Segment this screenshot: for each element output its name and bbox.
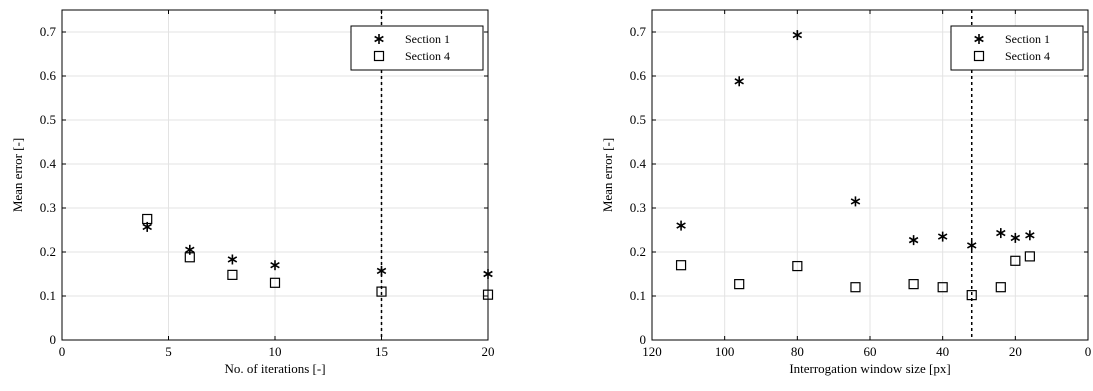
y-tick-label: 0.1	[40, 288, 56, 303]
data-point	[142, 213, 153, 225]
data-point	[966, 290, 977, 301]
legend-label: Section 1	[1005, 32, 1050, 46]
y-tick-label: 0.3	[40, 200, 56, 215]
x-tick-label: 0	[1085, 344, 1092, 359]
data-point	[227, 254, 238, 265]
legend-marker	[374, 34, 384, 44]
data-point	[966, 240, 977, 251]
y-tick-label: 0.5	[40, 112, 56, 127]
data-point	[908, 235, 919, 246]
data-point	[483, 269, 493, 279]
y-axis-label: Mean error [-]	[10, 138, 25, 212]
data-point	[850, 196, 861, 207]
x-tick-label: 10	[269, 344, 282, 359]
legend: Section 1 Section 4	[350, 25, 484, 71]
chart-1: 0 5 10 15 20 0 0.1 0.2 0.3 0.4 0.5 0.6 0.7 No. of ite…	[10, 9, 495, 376]
legend-box	[350, 25, 484, 71]
data-point	[734, 279, 745, 290]
x-tick-label: 20	[1009, 344, 1022, 359]
data-point	[937, 231, 948, 242]
x-axis-label: Interrogation window size [px]	[789, 361, 950, 376]
chart-2: 120 100 80 60 40 20 0 0 0.1 0.2 0.3 0.4 0.5 0.6 0.7 Int…	[600, 9, 1092, 376]
data-point	[850, 282, 861, 293]
y-tick-label: 0.4	[630, 156, 647, 171]
data-point	[1010, 255, 1021, 266]
data-point	[184, 252, 195, 263]
data-point	[676, 220, 686, 231]
data-point	[908, 279, 919, 290]
y-tick-label: 0	[50, 332, 57, 347]
x-tick-label: 80	[791, 344, 804, 359]
legend-marker	[974, 34, 984, 44]
x-tick-label: 0	[59, 344, 66, 359]
y-axis-label: Mean error [-]	[600, 138, 615, 212]
y-tick-label: 0.2	[40, 244, 56, 259]
legend-marker	[373, 50, 385, 62]
y-tick-label: 0.7	[40, 24, 57, 39]
data-point	[1025, 230, 1035, 241]
series-1	[142, 221, 493, 279]
y-tick-label: 0.3	[630, 200, 646, 215]
data-point	[996, 228, 1006, 239]
data-point	[792, 30, 803, 41]
data-point	[269, 277, 281, 288]
x-tick-label: 120	[642, 344, 662, 359]
series-1	[676, 30, 1035, 251]
y-tick-label: 0.4	[40, 156, 57, 171]
y-tick-label: 0.7	[630, 24, 647, 39]
y-tick-label: 0.5	[630, 112, 646, 127]
legend-label: Section 1	[405, 32, 450, 46]
x-axis-label: No. of iterations [-]	[224, 361, 325, 376]
x-tick-label: 5	[165, 344, 172, 359]
legend-label: Section 4	[1005, 49, 1050, 63]
data-point	[1010, 232, 1021, 243]
series-2	[675, 251, 1035, 301]
series-2	[142, 213, 494, 300]
legend-label: Section 4	[405, 49, 450, 63]
legend: Section 1 Section 4	[950, 25, 1084, 71]
x-tick-label: 100	[715, 344, 735, 359]
legend-marker	[973, 50, 985, 62]
legend-box	[950, 25, 1084, 71]
y-tick-label: 0.6	[630, 68, 647, 83]
data-point	[270, 260, 280, 271]
data-point	[1024, 251, 1035, 262]
y-tick-label: 0	[640, 332, 647, 347]
y-tick-label: 0.6	[40, 68, 57, 83]
data-point	[227, 269, 238, 280]
data-point	[937, 282, 948, 293]
x-tick-label: 15	[375, 344, 388, 359]
x-tick-label: 40	[936, 344, 949, 359]
data-point	[376, 265, 387, 276]
data-point	[734, 76, 744, 87]
data-point	[376, 286, 387, 297]
data-point	[995, 282, 1006, 293]
x-tick-label: 60	[864, 344, 877, 359]
y-tick-label: 0.2	[630, 244, 646, 259]
data-point	[482, 289, 494, 300]
data-point	[792, 260, 803, 272]
x-tick-label: 20	[482, 344, 495, 359]
y-tick-label: 0.1	[630, 288, 646, 303]
data-point	[675, 260, 687, 271]
